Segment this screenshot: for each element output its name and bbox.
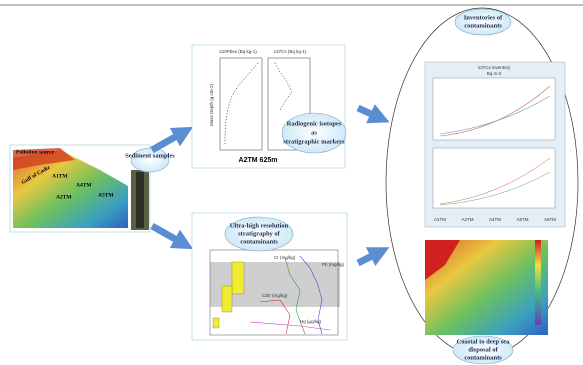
bar xyxy=(213,318,219,328)
results-panel: 137Cs inventory Bq m-2 A1TM A2TM A4TM A5TM A… xyxy=(386,8,578,364)
bubble-text: disposal of xyxy=(468,346,498,353)
bubble-text: Ultra-high resolution xyxy=(230,222,289,229)
station: A4TM xyxy=(76,182,92,188)
station: A2TM xyxy=(56,194,72,200)
isotope-panel: 210Pbex (Bq kg-1) 137Cs (Bq kg-1) Mass D… xyxy=(192,45,346,168)
series-label: CdV (mg/kg) xyxy=(262,293,288,298)
station-label: A5TM xyxy=(516,217,528,222)
core-label: A2TM 625m xyxy=(239,157,278,164)
graphical-abstract: Pollution source Gulf of Cadiz A1TM A2TM… xyxy=(0,0,583,365)
series-label: Hg (µg/kg) xyxy=(300,319,322,324)
series-label: Cr (mg/kg) xyxy=(274,255,296,260)
source-panel: Pollution source Gulf of Cadiz A1TM A2TM… xyxy=(10,145,175,232)
bubble-text: stratigraphy of xyxy=(238,230,281,237)
station-label: A4TM xyxy=(489,217,501,222)
bubble-text: Radiogenic isotopes xyxy=(287,120,342,127)
arrow xyxy=(152,226,184,244)
bar xyxy=(222,286,232,312)
axis-title: Mass Depth (g cm-2) xyxy=(209,83,214,126)
chart-unit: Bq m-2 xyxy=(487,71,502,76)
bubble-text: contaminants xyxy=(464,354,502,361)
bubble-text: contaminants xyxy=(240,238,278,245)
stratigraphy-panel: Pb (mg/kg) Cr (mg/kg) CdV (mg/kg) Hg (µg… xyxy=(192,213,347,340)
bar xyxy=(232,262,244,294)
arrow xyxy=(358,108,380,118)
station-label: A2TM xyxy=(461,217,473,222)
bubble-text: stratigraphic markers xyxy=(283,138,345,145)
color-bar xyxy=(535,240,541,325)
bubble-text: Sediment samples xyxy=(125,152,175,159)
arrow xyxy=(152,132,184,150)
bubble-text: Inventories of xyxy=(464,14,503,21)
plot-frame xyxy=(433,78,555,140)
axis-title: 137Cs (Bq kg-1) xyxy=(274,49,307,54)
core-photo xyxy=(136,172,144,228)
station-label: A1TM xyxy=(434,217,446,222)
station-label: A6TM xyxy=(544,217,556,222)
bubble-text: contaminants xyxy=(464,22,502,29)
map-label: Pollution source xyxy=(16,149,55,155)
station: A1TM xyxy=(52,173,68,179)
arrow xyxy=(358,252,380,263)
plot-frame xyxy=(433,148,555,208)
bubble-text: as xyxy=(311,129,317,136)
axis-title: 210Pbex (Bq kg-1) xyxy=(219,49,257,54)
chart-title: 137Cs inventory xyxy=(478,65,511,70)
series-label: Pb (mg/kg) xyxy=(322,262,345,267)
bubble-text: Coastal to deep sea xyxy=(457,338,511,345)
station: A5TM xyxy=(98,192,114,198)
